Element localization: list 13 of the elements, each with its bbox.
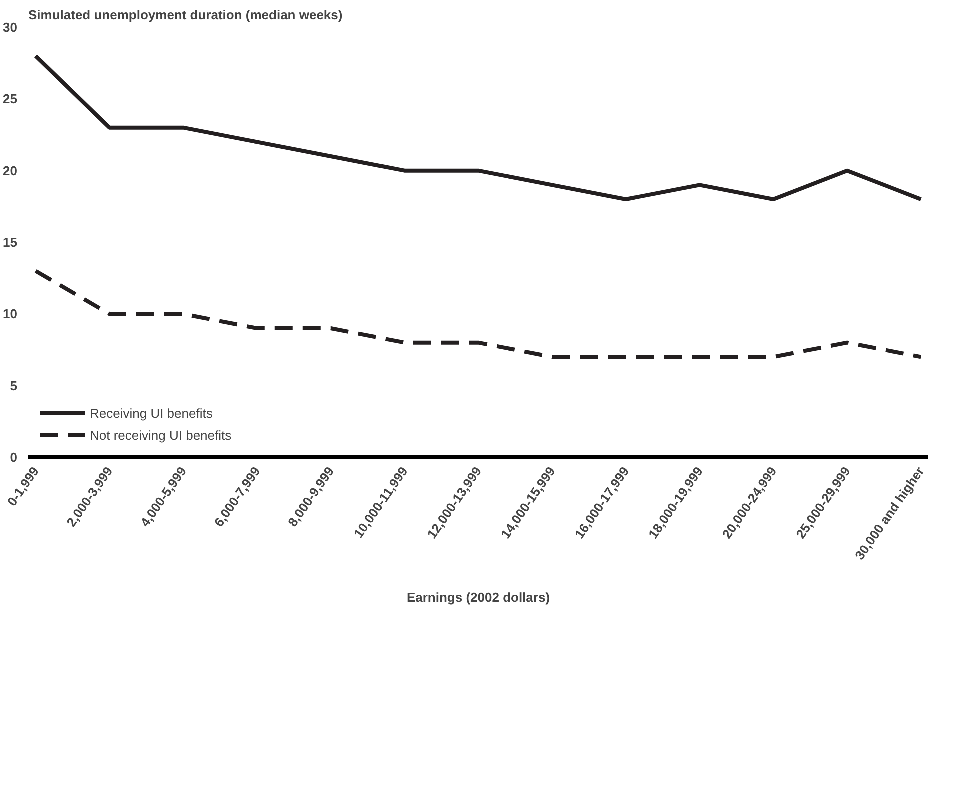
y-tick-label: 5 — [10, 378, 18, 394]
y-tick-label: 25 — [3, 92, 18, 107]
legend-label: Not receiving UI benefits — [90, 428, 232, 442]
y-tick-label: 20 — [3, 163, 18, 178]
y-tick-label: 0 — [10, 450, 18, 465]
line-series — [34, 54, 924, 202]
line-series — [34, 269, 924, 360]
y-tick-label: 30 — [3, 20, 18, 35]
y-tick-label: 10 — [3, 306, 18, 322]
chart-title: Simulated unemployment duration (median weeks) — [28, 8, 343, 22]
x-axis-title: Earnings (2002 dollars) — [406, 590, 550, 606]
legend-label: Receiving UI benefits — [90, 406, 213, 420]
y-tick-label: 15 — [3, 235, 18, 250]
